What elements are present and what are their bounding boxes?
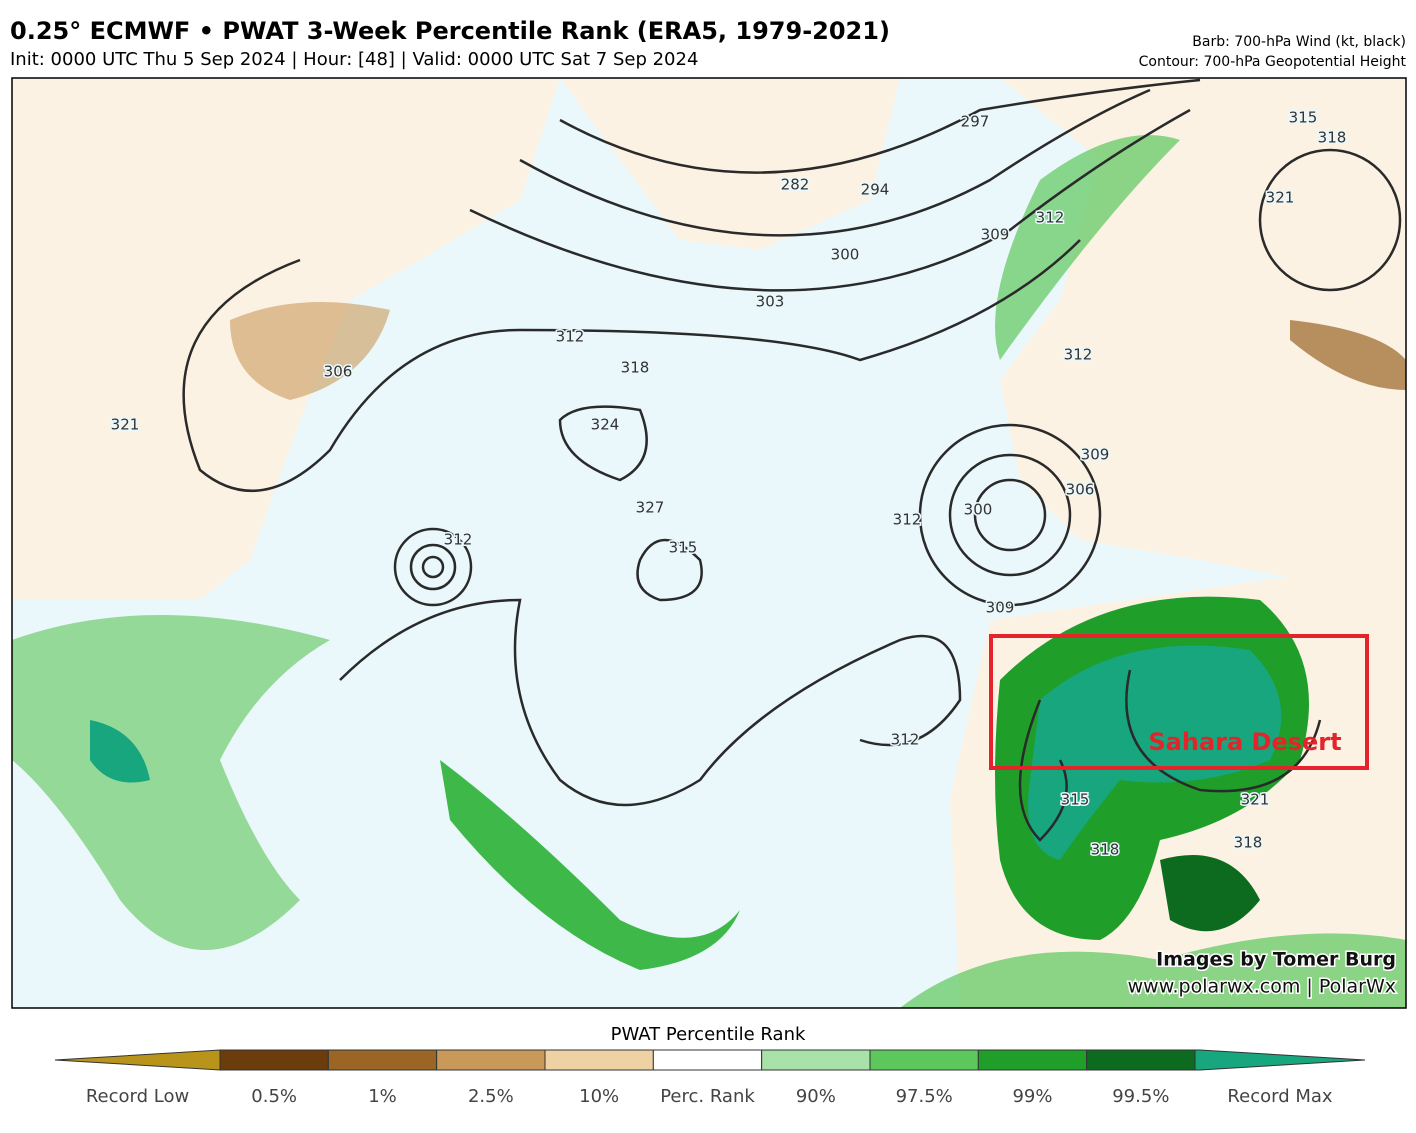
contour-label: 306 [324, 363, 353, 381]
colorbar-label: 2.5% [468, 1086, 514, 1107]
contour-label: 312 [444, 531, 473, 549]
contour-label: 300 [964, 501, 993, 519]
colorbar-label: 1% [368, 1086, 397, 1107]
contour-label: 312 [1036, 209, 1065, 227]
annotation: Sahara Desert [1148, 728, 1341, 756]
contour-label: 300 [831, 246, 860, 264]
contour-label: 321 [1241, 791, 1270, 809]
moist-area [440, 760, 740, 970]
colorbar-label: 10% [579, 1086, 619, 1107]
contour-label: 327 [636, 499, 665, 517]
contour-label: 318 [1318, 129, 1347, 147]
colorbar-segment [1086, 1049, 1196, 1071]
contours [182, 78, 1402, 842]
contour-label: 321 [111, 416, 140, 434]
contour-label: 324 [591, 416, 620, 434]
colorbar: Record Low 0.5% 1% 2.5% 10% Perc. Rank 90% 97.5… [54, 1049, 1366, 1107]
contour-label: 309 [981, 226, 1010, 244]
moist-area [90, 720, 150, 783]
note: Barb: 700-hPa Wind (kt, black) [1192, 34, 1406, 50]
colorbar-segment [1194, 1049, 1366, 1071]
dry-area [230, 302, 390, 400]
credit: Images by Tomer Burg [1156, 949, 1396, 971]
moist-area [900, 933, 1406, 1008]
colorbar-label: 97.5% [896, 1086, 953, 1107]
colorbar-label: 99% [1012, 1086, 1052, 1107]
colorbar-segment [652, 1049, 763, 1071]
contour-label: 312 [1064, 346, 1093, 364]
contour-label: 312 [556, 328, 585, 346]
contour-label: 309 [986, 599, 1015, 617]
contour-label: 297 [961, 113, 990, 131]
moist-area [1028, 645, 1282, 860]
colorbar-label: Perc. Rank [660, 1086, 755, 1107]
credit: www.polarwx.com | PolarWx [1128, 976, 1396, 998]
colorbar-segment [219, 1049, 329, 1071]
contour-label: 318 [621, 359, 650, 377]
map-frame [11, 77, 1407, 1009]
colorbar-segment [869, 1049, 979, 1071]
contour-label: 321 [1266, 189, 1295, 207]
subtitle: Init: 0000 UTC Thu 5 Sep 2024 | Hour: [4… [10, 49, 698, 70]
contour-label: 294 [861, 181, 890, 199]
colorbar-segment [436, 1049, 546, 1071]
moist-area [12, 615, 330, 950]
colorbar-label: 0.5% [251, 1086, 297, 1107]
contour-label: 312 [891, 731, 920, 749]
contour-label: 315 [669, 539, 698, 557]
contour-label: 318 [1234, 834, 1263, 852]
moist-area [995, 135, 1180, 360]
contour-label: 282 [781, 176, 810, 194]
contour-label: 315 [1061, 791, 1090, 809]
colorbar-segment [977, 1049, 1088, 1071]
contour-label: 306 [1066, 481, 1095, 499]
colorbar-segment [54, 1049, 221, 1071]
contour-label: 318 [1091, 841, 1120, 859]
dry-area [1290, 320, 1406, 390]
colorbar-label: Record Max [1227, 1086, 1332, 1107]
colorbar-segment [544, 1049, 654, 1071]
moist-area [1160, 855, 1260, 932]
colorbar-title: PWAT Percentile Rank [611, 1024, 806, 1045]
colorbar-label: 99.5% [1112, 1086, 1169, 1107]
note: Contour: 700-hPa Geopotential Height [1139, 54, 1407, 70]
contour-label: 309 [1081, 446, 1110, 464]
contour-label: 312 [893, 511, 922, 529]
contour-label: 303 [756, 293, 785, 311]
title: 0.25° ECMWF • PWAT 3-Week Percentile Ran… [10, 17, 890, 45]
highlight-box [989, 634, 1369, 770]
land [560, 78, 900, 250]
colorbar-segment [761, 1049, 871, 1071]
contour-label: 315 [1289, 109, 1318, 127]
colorbar-label: Record Low [86, 1086, 189, 1107]
colorbar-segment [327, 1049, 438, 1071]
colorbar-label: 90% [796, 1086, 836, 1107]
